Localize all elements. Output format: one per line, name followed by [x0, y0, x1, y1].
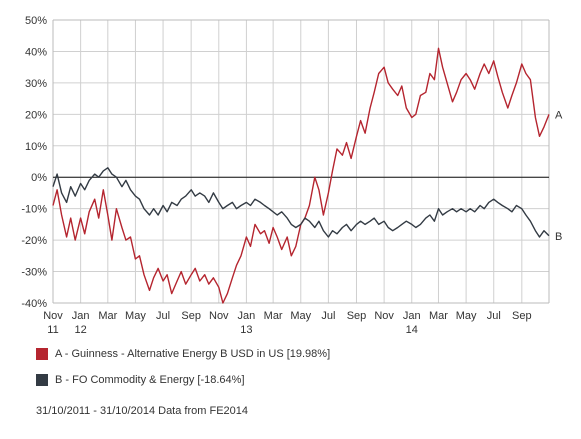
x-tick-label: Nov [43, 310, 63, 322]
x-tick-year-label: 14 [406, 324, 418, 336]
y-tick-label: 10% [25, 141, 47, 153]
x-tick-label: Jan [72, 310, 90, 322]
x-tick-label: Mar [264, 310, 283, 322]
x-tick-label: May [125, 310, 146, 322]
legend-label-b: B - FO Commodity & Energy [-18.64%] [55, 374, 245, 386]
x-tick-label: Sep [512, 310, 532, 322]
x-tick-label: May [456, 310, 477, 322]
y-tick-label: -20% [21, 235, 47, 247]
y-tick-label: 20% [25, 109, 47, 121]
series-end-label-a: A [555, 109, 563, 121]
date-range-footer: 31/10/2011 - 31/10/2014 Data from FE2014 [36, 405, 248, 417]
x-tick-label: Nov [374, 310, 394, 322]
legend-swatch-b [36, 374, 48, 386]
series-end-label-b: B [555, 231, 562, 243]
legend-swatch-a [36, 348, 48, 360]
x-tick-label: Jan [238, 310, 256, 322]
series-line-b [52, 167, 550, 238]
x-tick-label: Sep [181, 310, 201, 322]
y-tick-label: 30% [25, 78, 47, 90]
legend-item-a: A - Guinness - Alternative Energy B USD … [36, 348, 330, 360]
x-tick-label: Nov [209, 310, 229, 322]
legend-label-a: A - Guinness - Alternative Energy B USD … [55, 348, 331, 360]
x-tick-year-label: 13 [240, 324, 252, 336]
legend-item-b: B - FO Commodity & Energy [-18.64%] [36, 374, 245, 386]
x-tick-year-label: 12 [75, 324, 87, 336]
y-tick-label: -30% [21, 267, 47, 279]
x-tick-label: Jan [403, 310, 421, 322]
y-tick-label: 40% [25, 46, 47, 58]
x-tick-label: Jul [487, 310, 501, 322]
x-tick-year-label: 11 [47, 324, 58, 336]
x-tick-label: Mar [429, 310, 448, 322]
x-tick-label: Jul [156, 310, 170, 322]
x-tick-label: May [290, 310, 311, 322]
y-tick-label: -40% [21, 298, 47, 310]
y-tick-label: -10% [21, 204, 47, 216]
line-chart: 50%40%30%20%10%0%-10%-20%-30%-40%Nov11Ja… [21, 15, 563, 336]
x-tick-label: Sep [347, 310, 367, 322]
x-tick-label: Jul [321, 310, 335, 322]
y-tick-label: 50% [25, 15, 47, 27]
x-tick-label: Mar [98, 310, 117, 322]
y-tick-label: 0% [31, 172, 47, 184]
